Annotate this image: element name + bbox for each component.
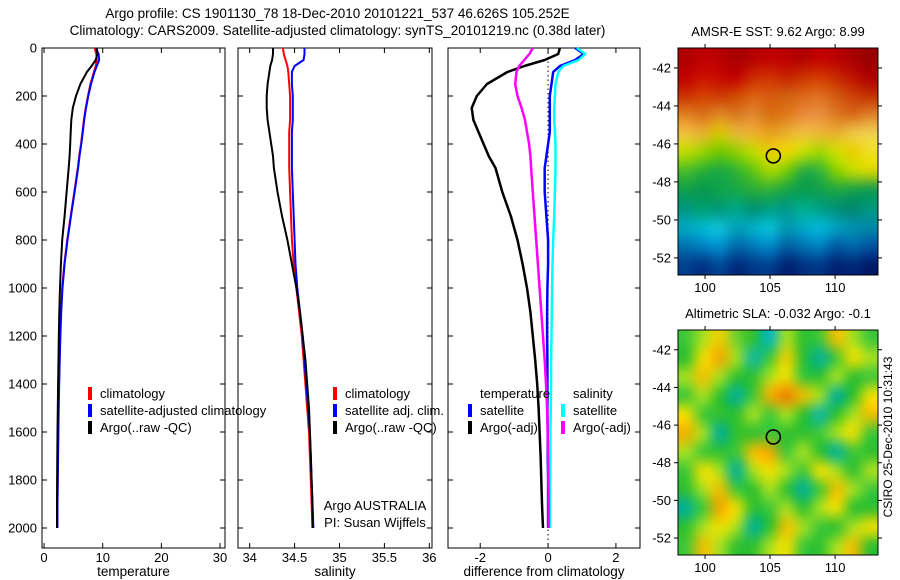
legend-label: Argo(..raw -QC) bbox=[345, 420, 437, 435]
map-y-tick-label: -44 bbox=[652, 98, 671, 113]
map-y-tick-label: -48 bbox=[652, 455, 671, 470]
x-tick-label: 0 bbox=[544, 550, 551, 565]
series-line bbox=[265, 48, 314, 528]
legend-label: climatology bbox=[345, 386, 411, 401]
legend-marker bbox=[88, 387, 92, 400]
float-position-marker bbox=[765, 148, 782, 164]
program-annotation-line2: PI: Susan Wijffels bbox=[324, 515, 426, 530]
legend-label: satellite adj. clim. bbox=[345, 403, 444, 418]
map-frame bbox=[677, 329, 879, 556]
legend-label: Argo(-adj) bbox=[480, 420, 538, 435]
legend-marker bbox=[561, 421, 565, 434]
depth-tick-label: 1800 bbox=[8, 473, 37, 488]
x-tick-label: 10 bbox=[95, 550, 109, 565]
depth-tick-label: 1600 bbox=[8, 425, 37, 440]
x-tick-label: 34.5 bbox=[282, 550, 307, 565]
legend-marker bbox=[333, 404, 337, 417]
float-position-marker bbox=[765, 429, 782, 445]
map-y-tick-label: -52 bbox=[652, 250, 671, 265]
x-tick-label: -2 bbox=[474, 550, 486, 565]
legend-label: Argo(..raw -QC) bbox=[100, 420, 192, 435]
series-line bbox=[513, 47, 550, 528]
map-y-tick-label: -42 bbox=[652, 342, 671, 357]
x-tick-label: 35 bbox=[332, 550, 346, 565]
depth-tick-label: 600 bbox=[15, 185, 37, 200]
depth-tick-label: 1200 bbox=[8, 329, 37, 344]
sla-map-title: Altimetric SLA: -0.032 Argo: -0.1 bbox=[685, 306, 871, 321]
salinity-axis-label: salinity bbox=[314, 564, 356, 579]
x-tick-label: 30 bbox=[213, 550, 227, 565]
depth-tick-label: 200 bbox=[15, 89, 37, 104]
map-y-tick-label: -44 bbox=[652, 380, 671, 395]
series-line bbox=[56, 47, 101, 529]
series-line bbox=[470, 47, 562, 529]
map-y-tick-label: -50 bbox=[652, 493, 671, 508]
legend-label: satellite-adjusted climatology bbox=[100, 403, 267, 418]
csiro-timestamp-watermark: CSIRO 25-Dec-2010 10:31:43 bbox=[881, 356, 895, 518]
figure-title-line2: Climatology: CARS2009. Satellite-adjuste… bbox=[69, 23, 606, 38]
x-tick-label: 2 bbox=[612, 550, 619, 565]
legend-label: satellite bbox=[573, 403, 617, 418]
program-annotation-line1: Argo AUSTRALIA bbox=[323, 498, 427, 513]
map-x-tick-label: 105 bbox=[759, 280, 781, 295]
depth-tick-label: 800 bbox=[15, 233, 37, 248]
map-y-tick-label: -50 bbox=[652, 212, 671, 227]
x-tick-label: 20 bbox=[154, 550, 168, 565]
map-x-tick-label: 105 bbox=[759, 560, 781, 575]
map-y-tick-label: -46 bbox=[652, 418, 671, 433]
figure-title: Argo profile: CS 1901130_78 18-Dec-2010 … bbox=[30, 5, 645, 39]
axes-frame bbox=[41, 47, 226, 549]
map-y-tick-label: -52 bbox=[652, 531, 671, 546]
map-x-tick-label: 110 bbox=[825, 280, 846, 295]
axes-frame bbox=[237, 47, 433, 549]
legend-header: temperature bbox=[480, 386, 550, 401]
legend-marker bbox=[333, 387, 337, 400]
legend-marker bbox=[88, 421, 92, 434]
legend-marker bbox=[561, 404, 565, 417]
x-tick-label: 36 bbox=[422, 550, 436, 565]
map-frame bbox=[677, 47, 879, 276]
difference-axis-label: difference from climatology bbox=[463, 564, 625, 579]
legend-header: salinity bbox=[573, 386, 613, 401]
legend-marker bbox=[468, 421, 472, 434]
legend-marker bbox=[468, 404, 472, 417]
depth-tick-label: 400 bbox=[15, 137, 37, 152]
depth-tick-label: 1000 bbox=[8, 281, 37, 296]
sst-map-title: AMSR-E SST: 9.62 Argo: 8.99 bbox=[691, 24, 865, 39]
figure-title-line1: Argo profile: CS 1901130_78 18-Dec-2010 … bbox=[105, 6, 570, 21]
map-x-tick-label: 100 bbox=[694, 280, 716, 295]
series-line bbox=[56, 47, 99, 528]
x-tick-label: 34 bbox=[242, 550, 256, 565]
map-y-tick-label: -48 bbox=[652, 174, 671, 189]
program-annotation: Argo AUSTRALIA PI: Susan Wijffels bbox=[305, 497, 445, 531]
depth-tick-label: 2000 bbox=[8, 521, 37, 536]
axes-frame bbox=[447, 47, 641, 549]
temperature-axis-label: temperature bbox=[97, 564, 170, 579]
x-tick-label: 0 bbox=[40, 550, 47, 565]
legend-label: satellite bbox=[480, 403, 524, 418]
legend-marker bbox=[88, 404, 92, 417]
legend-marker bbox=[333, 421, 337, 434]
map-x-tick-label: 110 bbox=[825, 560, 846, 575]
x-tick-label: 35.5 bbox=[372, 550, 397, 565]
map-x-tick-label: 100 bbox=[694, 560, 716, 575]
legend-label: Argo(-adj) bbox=[573, 420, 631, 435]
map-y-tick-label: -46 bbox=[652, 136, 671, 151]
depth-tick-label: 1400 bbox=[8, 377, 37, 392]
legend-label: climatology bbox=[100, 386, 166, 401]
map-y-tick-label: -42 bbox=[652, 60, 671, 75]
series-line bbox=[548, 46, 587, 528]
depth-tick-label: 0 bbox=[30, 41, 37, 56]
